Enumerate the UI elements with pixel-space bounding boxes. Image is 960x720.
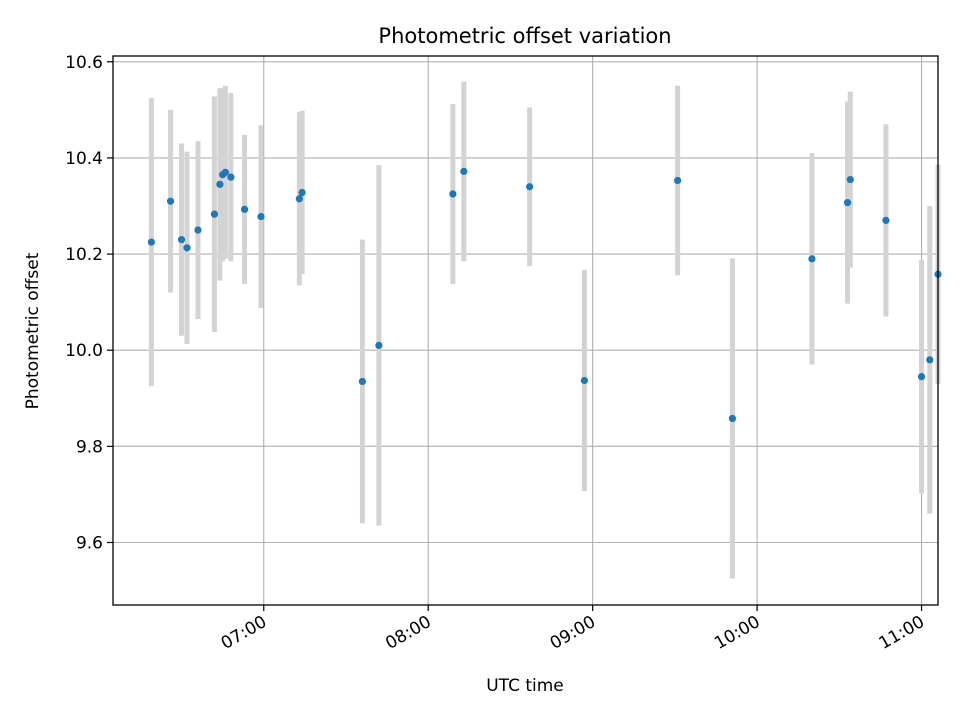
data-point: [449, 190, 457, 198]
y-tick-label: 10.0: [65, 341, 103, 361]
data-point: [221, 168, 229, 176]
data-point: [846, 175, 854, 184]
x-axis-label: UTC time: [486, 676, 564, 696]
data-point: [882, 216, 890, 225]
data-point: [240, 205, 249, 213]
y-tick-label: 9.6: [76, 534, 103, 554]
y-tick-label: 10.6: [65, 53, 103, 73]
data-point: [183, 244, 191, 252]
chart-title: Photometric offset variation: [378, 24, 671, 48]
plot-frame: [112, 55, 939, 606]
data-point: [216, 180, 224, 188]
data-point: [147, 238, 155, 246]
data-point: [194, 226, 202, 234]
y-tick-label: 10.2: [65, 245, 103, 265]
data-point: [460, 167, 468, 175]
data-point: [295, 195, 303, 203]
data-point: [526, 183, 534, 191]
data-point: [808, 255, 816, 263]
y-tick-label: 9.8: [76, 437, 103, 457]
y-tick-label: 10.4: [65, 149, 103, 169]
data-point: [166, 197, 175, 205]
data-point: [843, 199, 852, 207]
data-point: [375, 341, 383, 350]
y-axis: 9.6 9.8 10.0 10.2 10.4 10.6: [65, 53, 113, 554]
data-point: [257, 212, 265, 221]
data-point: [674, 176, 682, 185]
data-point: [580, 376, 589, 385]
data-point: [917, 373, 926, 381]
data-point: [728, 414, 737, 423]
data-point: [227, 173, 235, 181]
data-point: [210, 210, 219, 218]
data-point: [926, 356, 934, 364]
data-point: [177, 236, 186, 244]
data-points: [147, 167, 942, 423]
data-point: [358, 377, 367, 386]
data-point: [298, 188, 306, 197]
y-axis-label: Photometric offset: [23, 252, 43, 409]
